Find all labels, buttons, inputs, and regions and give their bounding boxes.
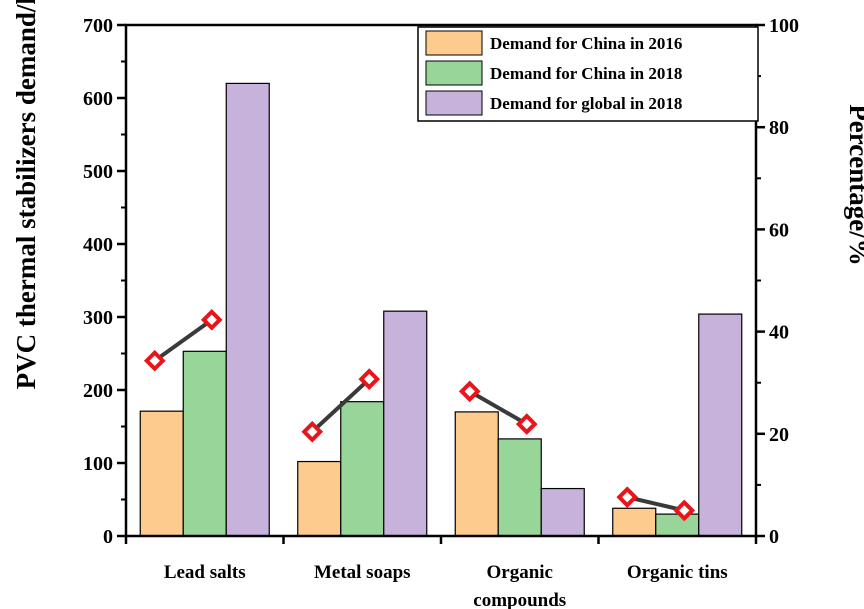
y-tick-label-right: 20	[769, 424, 789, 446]
percentage-connector-4	[626, 495, 685, 513]
y-axis-title-left: PVC thermal stabilizers demand/kt	[11, 0, 41, 389]
bar-2-3	[497, 438, 542, 537]
percentage-layer	[143, 309, 696, 522]
y-axis-title-right: Percentage/%	[844, 104, 864, 265]
y-tick-label-left: 400	[83, 234, 113, 256]
y-tick-label-right: 80	[769, 117, 789, 139]
bar-2-2	[340, 401, 385, 537]
legend-label-2: Demand for China in 2018	[490, 64, 682, 83]
percentage-marker-2-2	[358, 368, 381, 390]
percentage-marker-1-1	[143, 349, 166, 372]
bars-layer	[139, 82, 743, 537]
bar-1-1	[139, 410, 184, 537]
percentage-marker-2-1	[301, 420, 324, 443]
percentage-marker-3-2	[515, 413, 538, 435]
legend-label-3: Demand for global in 2018	[490, 94, 682, 113]
percentage-marker-3-1	[458, 380, 481, 403]
bar-1-3	[454, 411, 499, 537]
y-tick-label-right: 40	[769, 322, 789, 344]
percentage-connector-1	[153, 318, 213, 363]
bar-3-4	[698, 313, 743, 537]
y-tick-label-right: 100	[769, 15, 799, 37]
y-tick-label-left: 700	[83, 15, 113, 37]
y-tick-label-left: 300	[83, 307, 113, 329]
bar-3-3	[540, 487, 585, 537]
percentage-marker-4-1	[616, 486, 639, 508]
legend: Demand for China in 2016 Demand for China…	[417, 26, 759, 122]
bar-3-2	[383, 310, 428, 537]
y-tick-label-left: 0	[103, 526, 113, 548]
y-tick-label-right: 60	[769, 219, 789, 241]
legend-label-1: Demand for China in 2016	[490, 34, 682, 53]
y-tick-label-left: 600	[83, 88, 113, 110]
legend-swatch-2	[425, 60, 483, 86]
y-tick-label-left: 100	[83, 453, 113, 475]
x-tick-label: Organic	[487, 562, 554, 583]
percentage-marker-4-2	[673, 499, 696, 522]
x-tick-label: compounds	[473, 590, 566, 609]
y-tick-label-right: 0	[769, 526, 779, 548]
y-tick-label-left: 500	[83, 161, 113, 183]
percentage-connector-3	[468, 389, 528, 426]
y-tick-label-left: 200	[83, 380, 113, 402]
bar-1-4	[612, 507, 657, 537]
percentage-connector-2	[310, 377, 371, 434]
percentage-marker-1-2	[200, 309, 223, 331]
x-tick-label: Organic tins	[627, 562, 728, 583]
bar-2-1	[182, 350, 227, 537]
x-tick-label: Lead salts	[164, 562, 246, 583]
legend-swatch-1	[425, 30, 483, 56]
x-tick-label: Metal soaps	[314, 562, 411, 583]
legend-swatch-3	[425, 90, 483, 116]
bar-1-2	[297, 460, 342, 537]
axes-layer: 0 100 200 300 400 500 600 700 0 20 40 60 80 100 Lead s…	[83, 15, 799, 609]
bar-3-1	[225, 82, 270, 537]
bar-2-4	[655, 513, 700, 537]
